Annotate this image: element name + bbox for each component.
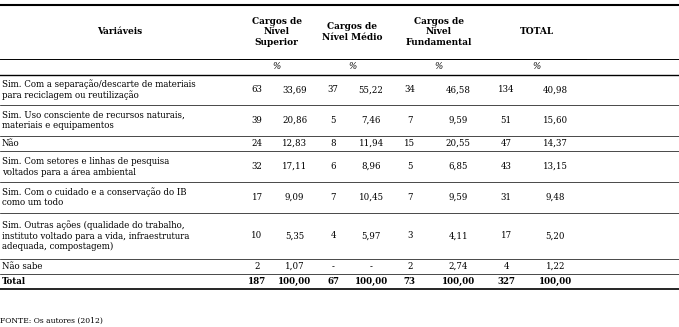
Text: Sim. Outras ações (qualidade do trabalho,
instituto voltado para a vida, infraes: Sim. Outras ações (qualidade do trabalho… <box>2 220 189 251</box>
Text: 5: 5 <box>330 116 336 125</box>
Text: 17: 17 <box>251 193 263 202</box>
Text: Sim. Com o cuidado e a conservação do IB
como um todo: Sim. Com o cuidado e a conservação do IB… <box>2 187 187 207</box>
Text: Sim. Uso consciente de recursos naturais,
materiais e equipamentos: Sim. Uso consciente de recursos naturais… <box>2 111 185 130</box>
Text: 73: 73 <box>404 277 416 286</box>
Text: 15,60: 15,60 <box>543 116 568 125</box>
Text: 12,83: 12,83 <box>282 139 307 148</box>
Text: 46,58: 46,58 <box>446 85 471 95</box>
Text: 5: 5 <box>407 162 413 171</box>
Text: 6: 6 <box>330 162 336 171</box>
Text: Variáveis: Variáveis <box>97 27 142 36</box>
Text: Não sabe: Não sabe <box>2 262 43 271</box>
Text: Cargos de
Nível Médio: Cargos de Nível Médio <box>322 22 383 42</box>
Text: 15: 15 <box>404 139 416 148</box>
Text: 63: 63 <box>251 85 263 95</box>
Text: 1,07: 1,07 <box>285 262 304 271</box>
Text: 20,55: 20,55 <box>446 139 471 148</box>
Text: Sim. Com setores e linhas de pesquisa
voltados para a área ambiental: Sim. Com setores e linhas de pesquisa vo… <box>2 157 169 177</box>
Text: 40,98: 40,98 <box>543 85 568 95</box>
Text: 55,22: 55,22 <box>359 85 384 95</box>
Text: 4: 4 <box>503 262 509 271</box>
Text: 134: 134 <box>498 85 515 95</box>
Text: 7: 7 <box>330 193 336 202</box>
Text: FONTE: Os autores (2012): FONTE: Os autores (2012) <box>0 317 103 324</box>
Text: 7: 7 <box>407 116 413 125</box>
Text: 5,20: 5,20 <box>546 231 565 240</box>
Text: 2: 2 <box>407 262 413 271</box>
Text: 3: 3 <box>407 231 412 240</box>
Text: 8: 8 <box>330 139 336 148</box>
Text: %: % <box>272 62 281 71</box>
Text: 100,00: 100,00 <box>442 277 475 286</box>
Text: 20,86: 20,86 <box>282 116 308 125</box>
Text: Cargos de
Nível
Superior: Cargos de Nível Superior <box>252 17 301 47</box>
Text: 9,59: 9,59 <box>449 193 468 202</box>
Text: %: % <box>435 62 443 71</box>
Text: %: % <box>532 62 541 71</box>
Text: 9,09: 9,09 <box>285 193 304 202</box>
Text: 33,69: 33,69 <box>282 85 307 95</box>
Text: 5,97: 5,97 <box>361 231 381 240</box>
Text: 67: 67 <box>327 277 339 286</box>
Text: 10: 10 <box>251 231 263 240</box>
Text: 51: 51 <box>500 116 512 125</box>
Text: 24: 24 <box>251 139 263 148</box>
Text: %: % <box>348 62 356 71</box>
Text: 4: 4 <box>330 231 336 240</box>
Text: 11,94: 11,94 <box>359 139 384 148</box>
Text: 10,45: 10,45 <box>359 193 384 202</box>
Text: 14,37: 14,37 <box>543 139 568 148</box>
Text: 100,00: 100,00 <box>539 277 572 286</box>
Text: 9,48: 9,48 <box>546 193 565 202</box>
Text: 4,11: 4,11 <box>449 231 468 240</box>
Text: 39: 39 <box>251 116 263 125</box>
Text: 47: 47 <box>500 139 512 148</box>
Text: 34: 34 <box>404 85 416 95</box>
Text: 17: 17 <box>500 231 512 240</box>
Text: 7: 7 <box>407 193 413 202</box>
Text: 31: 31 <box>500 193 512 202</box>
Text: 17,11: 17,11 <box>282 162 308 171</box>
Text: 43: 43 <box>500 162 512 171</box>
Text: 2,74: 2,74 <box>449 262 468 271</box>
Text: TOTAL: TOTAL <box>519 27 554 36</box>
Text: 2: 2 <box>254 262 260 271</box>
Text: 13,15: 13,15 <box>543 162 568 171</box>
Text: -: - <box>369 262 373 271</box>
Text: 100,00: 100,00 <box>354 277 388 286</box>
Text: 1,22: 1,22 <box>546 262 565 271</box>
Text: 7,46: 7,46 <box>361 116 381 125</box>
Text: Total: Total <box>2 277 26 286</box>
Text: Sim. Com a separação/descarte de materiais
para reciclagem ou reutilização: Sim. Com a separação/descarte de materia… <box>2 79 196 100</box>
Text: Cargos de
Nível
Fundamental: Cargos de Nível Fundamental <box>406 17 472 47</box>
Text: 9,59: 9,59 <box>449 116 468 125</box>
Text: 37: 37 <box>327 85 339 95</box>
Text: Não: Não <box>2 139 20 148</box>
Text: 6,85: 6,85 <box>449 162 468 171</box>
Text: -: - <box>331 262 335 271</box>
Text: 100,00: 100,00 <box>278 277 311 286</box>
Text: 5,35: 5,35 <box>285 231 304 240</box>
Text: 327: 327 <box>497 277 515 286</box>
Text: 8,96: 8,96 <box>361 162 381 171</box>
Text: 187: 187 <box>248 277 266 286</box>
Text: 32: 32 <box>251 162 263 171</box>
